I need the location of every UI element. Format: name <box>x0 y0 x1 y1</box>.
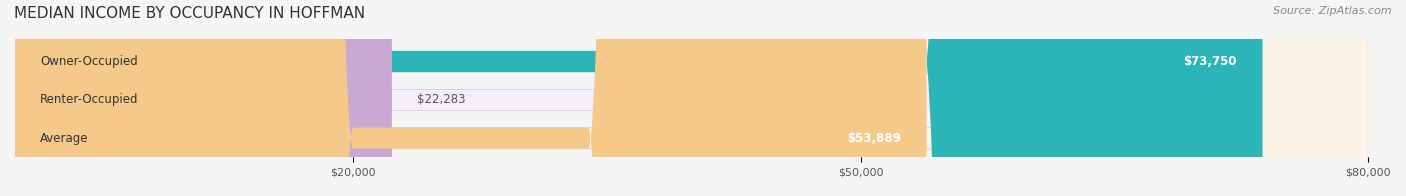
FancyBboxPatch shape <box>15 0 1368 196</box>
FancyBboxPatch shape <box>15 0 1263 196</box>
Text: Renter-Occupied: Renter-Occupied <box>41 93 139 106</box>
FancyBboxPatch shape <box>15 0 392 196</box>
Text: Source: ZipAtlas.com: Source: ZipAtlas.com <box>1274 6 1392 16</box>
Text: $53,889: $53,889 <box>848 132 901 145</box>
Text: $73,750: $73,750 <box>1184 55 1237 68</box>
Text: Owner-Occupied: Owner-Occupied <box>41 55 138 68</box>
Text: $22,283: $22,283 <box>418 93 465 106</box>
Text: Average: Average <box>41 132 89 145</box>
FancyBboxPatch shape <box>15 0 1368 196</box>
FancyBboxPatch shape <box>15 0 1368 196</box>
FancyBboxPatch shape <box>15 0 927 196</box>
Text: MEDIAN INCOME BY OCCUPANCY IN HOFFMAN: MEDIAN INCOME BY OCCUPANCY IN HOFFMAN <box>14 6 366 21</box>
